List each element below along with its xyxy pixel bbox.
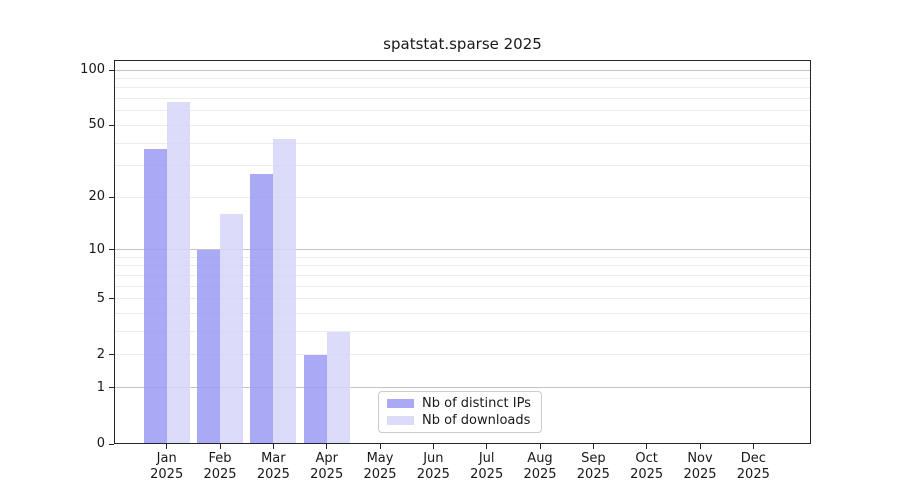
x-tick-1 (219, 444, 221, 449)
x-tick-9 (646, 444, 648, 449)
gridline-major-10 (114, 249, 811, 251)
gridline-2 (114, 354, 811, 356)
x-tick-2 (272, 444, 274, 449)
y-tick-100 (109, 69, 114, 71)
legend-label-downloads: Nb of downloads (422, 413, 531, 428)
gridline-9 (114, 256, 811, 258)
x-tick-label-9: Oct 2025 (630, 451, 664, 482)
x-tick-5 (432, 444, 434, 449)
y-tick-label-20: 20 (88, 189, 105, 205)
bar-downloads-0 (166, 102, 190, 444)
gridline-6 (114, 285, 811, 287)
x-tick-label-3: Apr 2025 (310, 451, 344, 482)
x-tick-label-6: Jul 2025 (470, 451, 504, 482)
bar-downloads-2 (273, 139, 297, 444)
gridline-5 (114, 298, 811, 300)
gridline-40 (114, 142, 811, 144)
gridline-8 (114, 265, 811, 267)
x-tick-0 (166, 444, 168, 449)
y-tick-label-50: 50 (88, 117, 105, 133)
y-tick-label-100: 100 (80, 62, 105, 77)
y-tick-2 (109, 354, 114, 356)
x-tick-6 (486, 444, 488, 449)
x-tick-label-5: Jun 2025 (416, 451, 450, 482)
x-tick-8 (592, 444, 594, 449)
legend-swatch-ips (387, 399, 414, 408)
x-tick-label-4: May 2025 (363, 451, 397, 482)
bar-downloads-3 (326, 331, 350, 444)
bar-ips-1 (197, 249, 221, 444)
y-tick-label-10: 10 (88, 241, 105, 257)
x-tick-7 (539, 444, 541, 449)
legend-item-downloads: Nb of downloads (387, 413, 531, 428)
gridline-50 (114, 124, 811, 126)
bar-ips-0 (143, 149, 167, 444)
chart-title: spatstat.sparse 2025 (383, 35, 542, 53)
x-tick-10 (699, 444, 701, 449)
gridline-80 (114, 87, 811, 89)
gridline-4 (114, 313, 811, 315)
x-tick-4 (379, 444, 381, 449)
y-tick-20 (109, 196, 114, 198)
x-tick-label-2: Mar 2025 (256, 451, 290, 482)
y-tick-label-0: 0 (96, 436, 105, 451)
gridline-60 (114, 110, 811, 112)
y-tick-5 (109, 298, 114, 300)
gridline-major-100 (114, 69, 811, 71)
x-tick-label-1: Feb 2025 (203, 451, 237, 482)
plot-area (114, 60, 811, 444)
bar-ips-2 (250, 173, 274, 444)
y-tick-label-5: 5 (96, 290, 105, 306)
x-tick-label-8: Sep 2025 (576, 451, 610, 482)
x-tick-label-0: Jan 2025 (150, 451, 184, 482)
gridline-20 (114, 196, 811, 198)
gridline-70 (114, 98, 811, 100)
y-tick-10 (109, 249, 114, 251)
x-tick-label-11: Dec 2025 (736, 451, 770, 482)
gridline-major-1 (114, 387, 811, 389)
y-tick-0 (109, 443, 114, 445)
gridline-30 (114, 165, 811, 167)
gridline-3 (114, 331, 811, 333)
x-tick-11 (752, 444, 754, 449)
gridline-7 (114, 274, 811, 276)
bar-ips-3 (303, 354, 327, 444)
x-tick-label-10: Nov 2025 (683, 451, 717, 482)
y-tick-1 (109, 387, 114, 389)
legend: Nb of distinct IPs Nb of downloads (378, 391, 542, 433)
x-tick-3 (326, 444, 328, 449)
x-tick-label-7: Aug 2025 (523, 451, 557, 482)
y-tick-label-1: 1 (96, 379, 105, 395)
bar-downloads-1 (220, 214, 244, 444)
legend-item-ips: Nb of distinct IPs (387, 396, 531, 411)
legend-swatch-downloads (387, 416, 414, 425)
gridline-90 (114, 77, 811, 79)
y-tick-50 (109, 124, 114, 126)
legend-label-ips: Nb of distinct IPs (422, 396, 531, 411)
y-tick-label-2: 2 (96, 346, 105, 362)
